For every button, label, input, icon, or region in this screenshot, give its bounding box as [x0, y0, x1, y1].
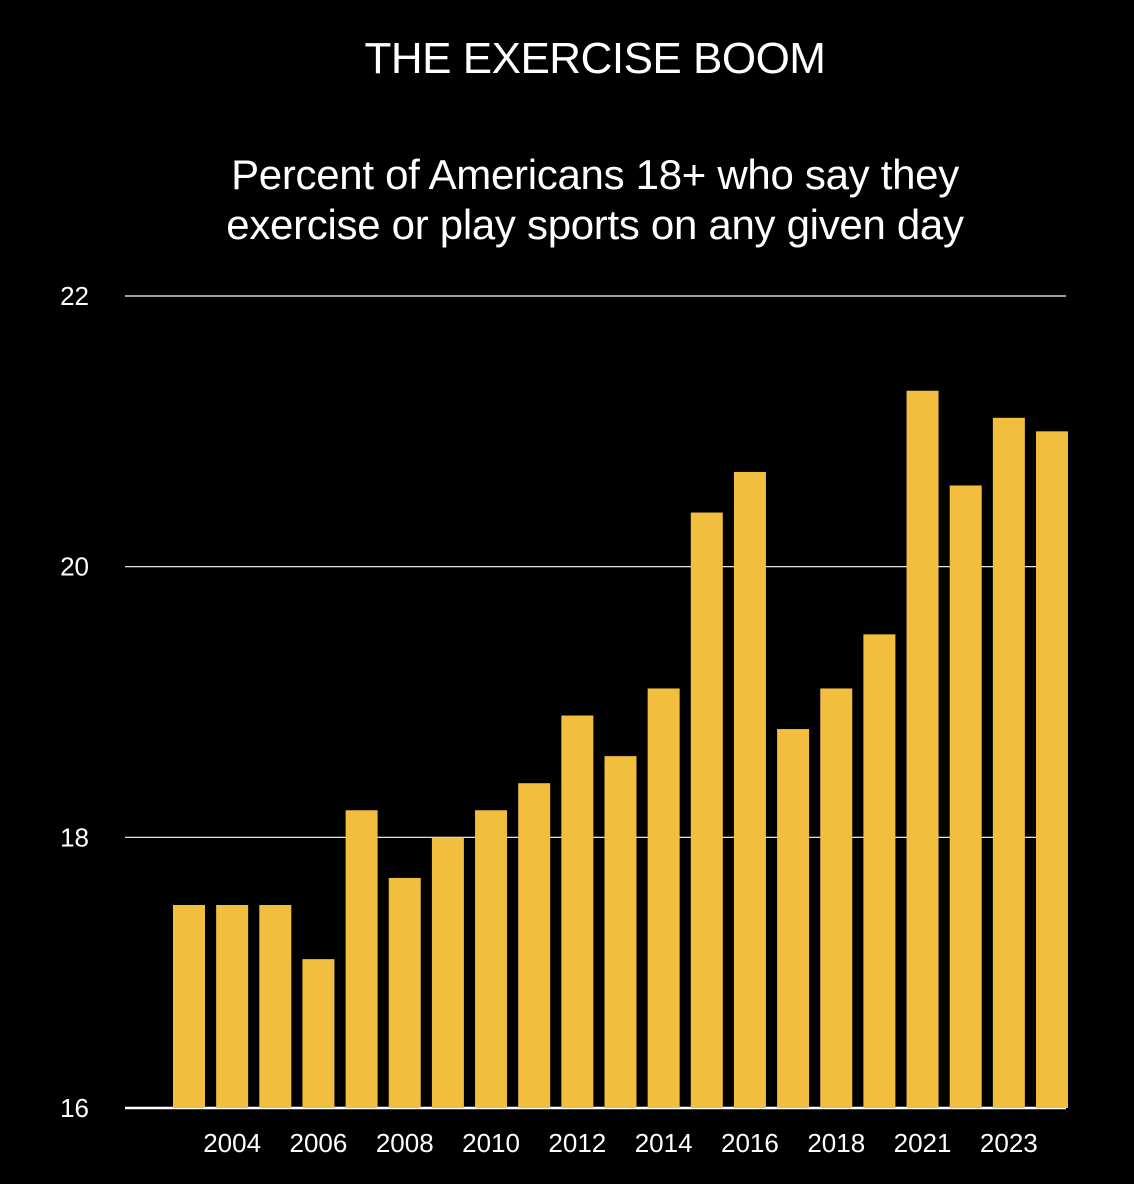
bar-2009 [431, 837, 464, 1108]
y-tick-label: 18 [60, 822, 89, 852]
bar-2019 [863, 634, 896, 1108]
x-tick-label: 2010 [462, 1128, 520, 1158]
y-tick-label: 22 [60, 281, 89, 311]
bar-2022 [949, 485, 982, 1108]
y-axis-labels: 16 18 20 22 [60, 281, 89, 1123]
bar-2014 [647, 688, 680, 1108]
chart-subtitle: Percent of Americans 18+ who say they ex… [0, 150, 1134, 250]
x-tick-label: 2016 [721, 1128, 779, 1158]
x-tick-label: 2008 [376, 1128, 434, 1158]
x-tick-label: 2006 [290, 1128, 348, 1158]
x-tick-label: 2023 [980, 1128, 1038, 1158]
bar-2015 [690, 512, 723, 1108]
bars [173, 390, 1068, 1108]
x-tick-label: 2004 [203, 1128, 261, 1158]
x-tick-label: 2021 [894, 1128, 952, 1158]
bar-2010 [475, 810, 508, 1108]
bar-2003 [173, 905, 205, 1108]
bar-2011 [518, 783, 551, 1108]
chart-title: THE EXERCISE BOOM [364, 34, 826, 83]
bar-2016 [733, 471, 766, 1108]
y-tick-label: 20 [60, 552, 89, 582]
x-tick-label: 2014 [635, 1128, 693, 1158]
bar-2006 [302, 959, 335, 1108]
x-axis-labels: 2004 2006 2008 2010 2012 2014 2016 2018 2021 2023 [203, 1128, 1038, 1158]
bar-2013 [604, 756, 637, 1108]
bar-2007 [345, 810, 378, 1108]
bar-2021 [906, 390, 939, 1108]
y-tick-label: 16 [60, 1093, 89, 1123]
bar-2005 [259, 905, 292, 1108]
bar-2004 [216, 905, 249, 1108]
bar-2017 [777, 729, 810, 1108]
x-tick-label: 2018 [807, 1128, 865, 1158]
bar-2024 [1036, 431, 1068, 1108]
subtitle-line-2: exercise or play sports on any given day [226, 201, 964, 248]
bar-2008 [388, 877, 421, 1108]
subtitle-line-1: Percent of Americans 18+ who say they [231, 151, 959, 198]
bar-2018 [820, 688, 853, 1108]
x-tick-label: 2012 [548, 1128, 606, 1158]
bar-2023 [992, 417, 1025, 1108]
bar-2012 [561, 715, 594, 1108]
